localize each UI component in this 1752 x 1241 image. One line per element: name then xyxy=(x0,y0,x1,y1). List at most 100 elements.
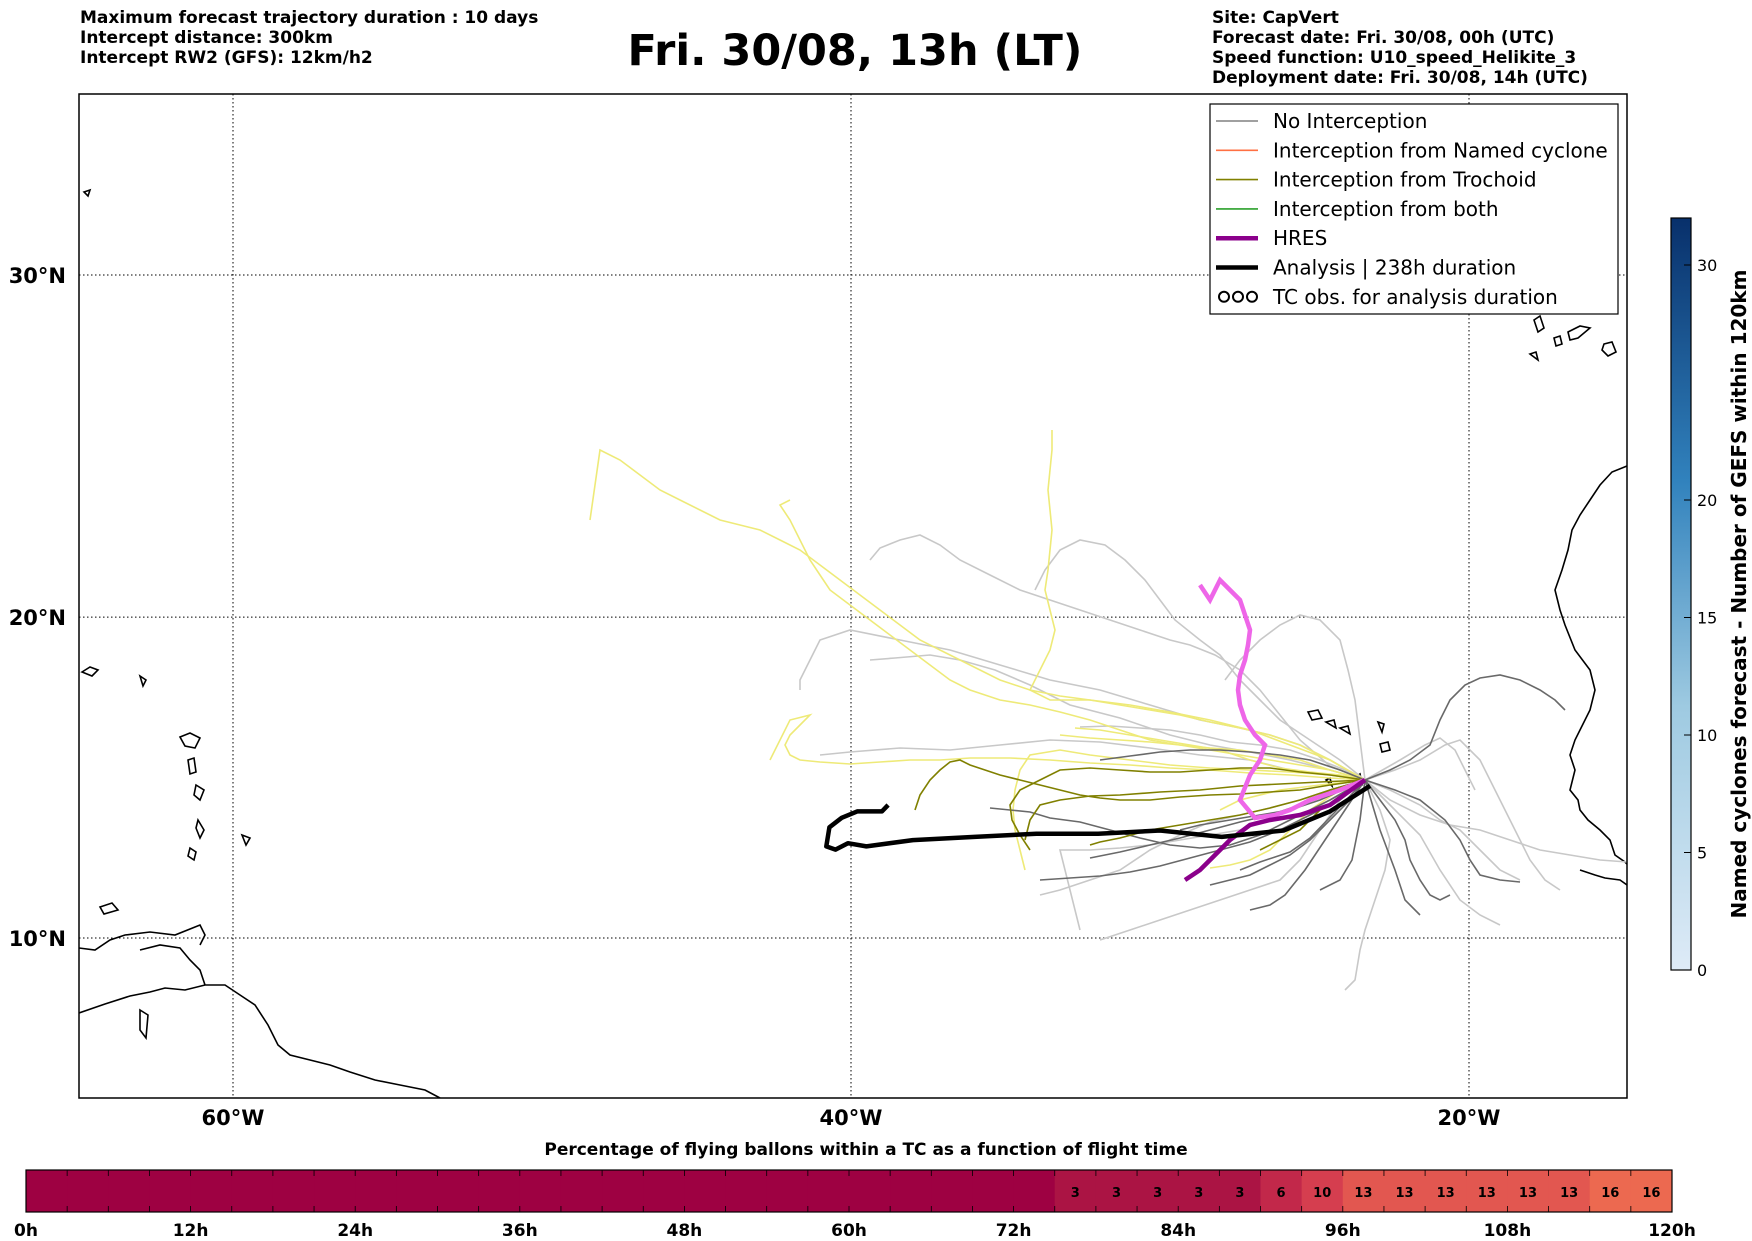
timebar-tick-label: 108h xyxy=(1484,1221,1532,1241)
timebar-cell xyxy=(1301,1170,1344,1212)
track xyxy=(1219,779,1366,811)
cyclone-symbol-icon xyxy=(1246,290,1258,303)
param-duration: Maximum forecast trajectory duration : 1… xyxy=(80,8,539,28)
timebar-tick-label: 12h xyxy=(173,1221,209,1241)
timebar-title: Percentage of flying ballons within a TC… xyxy=(544,1140,1187,1160)
coastlines xyxy=(79,188,1627,1098)
island-canary xyxy=(1601,341,1618,357)
timebar-cell xyxy=(1630,1170,1673,1212)
info-forecast-date: Forecast date: Fri. 30/08, 00h (UTC) xyxy=(1212,28,1555,48)
island-cape-verde xyxy=(1379,741,1391,753)
track xyxy=(1039,779,1366,881)
timebar-value-label: 3 xyxy=(1235,1186,1244,1201)
legend-label: Interception from Trochoid xyxy=(1273,168,1537,192)
timebar-tick-label: 96h xyxy=(1325,1221,1361,1241)
timebar-cell xyxy=(1095,1170,1138,1212)
island-cape-verde xyxy=(1376,720,1385,735)
track xyxy=(1099,749,1366,781)
colorbar-gradient xyxy=(1670,217,1692,971)
lon-tick-label: 40°W xyxy=(820,1106,883,1130)
timebar-tick-label: 72h xyxy=(996,1221,1032,1241)
island-cape-verde xyxy=(1337,725,1352,736)
island-cape-verde xyxy=(1323,719,1338,730)
timebar-cell xyxy=(1178,1170,1220,1212)
island-cape-verde xyxy=(1306,709,1324,721)
timebar-value-label: 13 xyxy=(1478,1186,1496,1201)
info-speed-function: Speed function: U10_speed_Helikite_3 xyxy=(1212,48,1577,68)
timebar-cell xyxy=(437,1170,480,1212)
island xyxy=(98,902,120,915)
track xyxy=(1364,779,1627,863)
track xyxy=(1364,779,1521,883)
timebar-value-label: 3 xyxy=(1071,1186,1080,1201)
track xyxy=(1024,779,1366,841)
legend-label: TC obs. for analysis duration xyxy=(1272,285,1558,309)
track xyxy=(1079,725,1366,781)
lat-tick-label: 20°N xyxy=(9,606,66,630)
island xyxy=(195,817,205,840)
track xyxy=(1364,779,1421,916)
timebar-cell xyxy=(149,1170,192,1212)
track xyxy=(1059,734,1366,781)
track xyxy=(869,534,1366,781)
colorbar-ticks: 0 5 10 15 20 30 xyxy=(1684,256,1717,980)
timebar-cell xyxy=(396,1170,438,1212)
timebar-cell xyxy=(725,1170,768,1212)
track xyxy=(914,759,1366,811)
coast-west-africa-islands xyxy=(1579,869,1627,886)
timebar-value-label: 13 xyxy=(1395,1186,1413,1201)
track xyxy=(1209,779,1366,886)
timebar-cell xyxy=(67,1170,109,1212)
colorbar-tick-label: 5 xyxy=(1697,844,1707,863)
legend-box xyxy=(1209,103,1619,315)
track xyxy=(1344,779,1391,991)
lat-tick-label: 30°N xyxy=(9,264,66,288)
island xyxy=(80,666,100,677)
island xyxy=(138,674,148,689)
timebar-value-label: 13 xyxy=(1560,1186,1578,1201)
coast-trinidad xyxy=(139,944,206,986)
legend-label: No Interception xyxy=(1273,109,1427,133)
gridlines xyxy=(79,94,1627,1098)
param-intercept-distance: Intercept distance: 300km xyxy=(80,28,333,48)
axis-labels: 60°W 40°W 20°W 30°N 20°N 10°N xyxy=(9,264,1501,1130)
timebar-cell xyxy=(1425,1170,1467,1212)
legend-label: Interception from Named cyclone xyxy=(1273,138,1608,162)
timebar-cell xyxy=(1219,1170,1261,1212)
colorbar: 0 5 10 15 20 30 Named cyclones forecast - Num… xyxy=(1670,217,1751,980)
track xyxy=(1034,539,1366,781)
timebar-cell xyxy=(890,1170,932,1212)
timebar-cell xyxy=(1548,1170,1591,1212)
track xyxy=(869,654,1366,781)
timebar-tick-label: 48h xyxy=(667,1221,703,1241)
lon-tick-label: 20°W xyxy=(1438,1106,1501,1130)
timebar-cell xyxy=(190,1170,233,1212)
timebar-cell xyxy=(314,1170,356,1212)
legend-label: Interception from both xyxy=(1273,197,1499,221)
param-intercept-rw2: Intercept RW2 (GFS): 12km/h2 xyxy=(80,48,373,68)
timebar-cell xyxy=(560,1170,603,1212)
timebar-cell xyxy=(1137,1170,1179,1212)
colorbar-tick-label: 10 xyxy=(1697,726,1717,745)
timebar-cell xyxy=(1589,1170,1632,1212)
hres-track-light xyxy=(1198,576,1366,821)
timebar-value-label: 13 xyxy=(1354,1186,1372,1201)
timebar-cell xyxy=(807,1170,850,1212)
track xyxy=(1224,614,1366,781)
timebar-cell xyxy=(1383,1170,1426,1212)
track xyxy=(1364,674,1566,781)
track xyxy=(1089,779,1366,846)
track xyxy=(589,448,1366,781)
track xyxy=(1364,737,1476,791)
timebar-value-label: 13 xyxy=(1519,1186,1537,1201)
island xyxy=(82,188,92,198)
timebar-value-label: 16 xyxy=(1642,1186,1660,1201)
colorbar-tick-label: 20 xyxy=(1697,491,1717,510)
timebar-tick-label: 36h xyxy=(502,1221,538,1241)
track xyxy=(1012,749,1366,871)
timebar-value-label: 3 xyxy=(1112,1186,1121,1201)
track xyxy=(1364,779,1451,901)
map-border xyxy=(78,93,1628,1099)
timebar-value-label: 13 xyxy=(1437,1186,1455,1201)
